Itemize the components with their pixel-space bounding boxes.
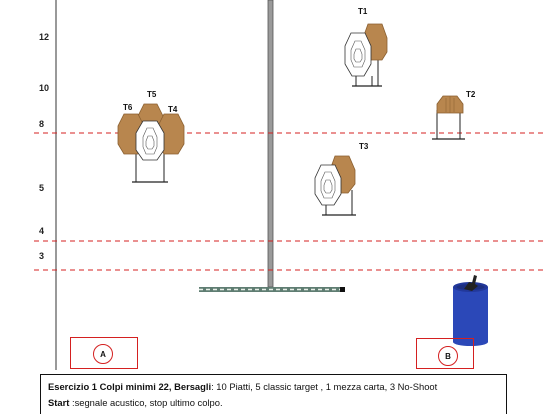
no-shoot-t5	[135, 120, 165, 161]
center-wall	[267, 0, 274, 288]
brief-line-2: Start :segnale acustico, stop ultimo col…	[48, 395, 499, 411]
brief-targets: : 10 Piatti, 5 classic target , 1 mezza …	[211, 381, 438, 392]
target-label-t5: T5	[147, 90, 157, 99]
brief-line-1: Esercizio 1 Colpi minimi 22, Bersagli: 1…	[48, 379, 499, 395]
brief-title: Esercizio 1 Colpi minimi 22, Bersagli	[48, 381, 212, 392]
brief-start-label: Start	[48, 397, 70, 408]
target-label-t6: T6	[123, 103, 133, 112]
no-shoot-t3	[314, 164, 342, 206]
target-label-t2: T2	[466, 90, 476, 99]
target-label-t4: T4	[168, 105, 178, 114]
y-label-8: 8	[39, 119, 45, 129]
brief-start-text: :segnale acustico, stop ultimo colpo.	[69, 397, 223, 408]
target-label-t3: T3	[359, 142, 369, 151]
target-label-t1: T1	[358, 7, 368, 16]
y-label-5: 5	[39, 183, 45, 193]
target-group-t3	[314, 155, 356, 216]
target-group-t4-t5-t6	[117, 103, 185, 183]
position-label-b: B	[438, 346, 458, 366]
y-label-10: 10	[39, 83, 50, 93]
barrel	[453, 275, 488, 346]
position-label-a: A	[93, 344, 113, 364]
target-group-t1	[344, 23, 388, 87]
target-group-t2	[432, 95, 465, 140]
shooting-box-a: A	[70, 337, 138, 369]
y-label-3: 3	[39, 251, 45, 261]
no-shoot-t1	[344, 32, 372, 77]
shooting-box-b: B	[416, 338, 474, 369]
stage-brief: Esercizio 1 Colpi minimi 22, Bersagli: 1…	[40, 374, 507, 414]
y-label-12: 12	[39, 32, 50, 42]
y-label-4: 4	[39, 226, 45, 236]
